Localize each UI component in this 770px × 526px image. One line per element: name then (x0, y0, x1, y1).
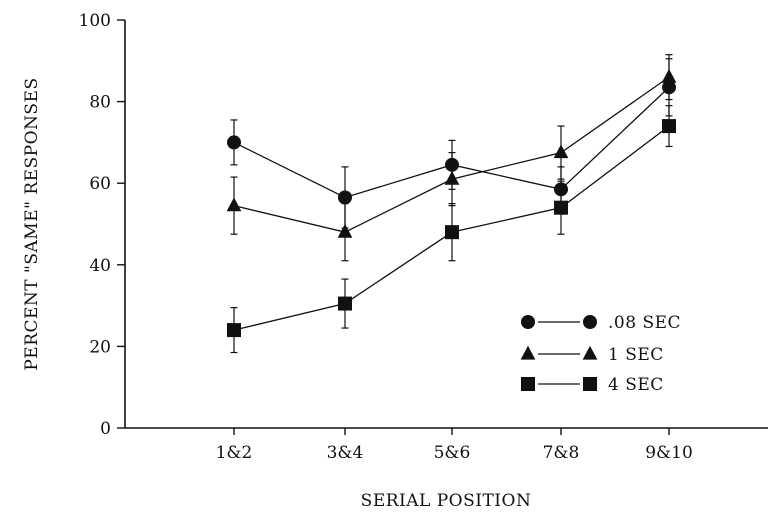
legend-marker-square (521, 377, 535, 391)
legend: .08 SEC 1 SEC 4 SEC (520, 313, 681, 395)
data-point-circle (338, 190, 352, 205)
series-layer (226, 54, 677, 354)
x-tick-label: 5&6 (434, 443, 471, 463)
x-axis-ticks: 1&2 3&4 5&6 7&8 9&10 (216, 428, 693, 463)
y-tick-label: 20 (89, 337, 111, 357)
y-tick-label: 0 (100, 419, 111, 439)
y-tick-label: 60 (89, 174, 111, 194)
data-point-square (554, 200, 568, 215)
legend-label: 1 SEC (608, 345, 664, 365)
data-point-triangle (226, 197, 242, 212)
y-tick-label: 100 (79, 11, 111, 31)
legend-entry: 1 SEC (520, 345, 664, 365)
legend-label: 4 SEC (608, 375, 664, 395)
x-axis-title: SERIAL POSITION (361, 491, 532, 511)
data-point-circle (227, 135, 241, 150)
legend-entry: 4 SEC (521, 375, 664, 395)
x-tick-label: 7&8 (543, 443, 580, 463)
data-point-square (227, 323, 241, 338)
y-axis-ticks: 0 20 40 60 80 100 (79, 11, 125, 439)
legend-marker-triangle (582, 345, 598, 360)
x-tick-label: 1&2 (216, 443, 253, 463)
series-square (227, 105, 676, 354)
legend-entry: .08 SEC (521, 313, 681, 333)
data-point-triangle (661, 68, 677, 83)
legend-marker-circle (521, 315, 535, 329)
legend-marker-triangle (520, 345, 536, 360)
legend-label: .08 SEC (608, 313, 681, 333)
x-tick-label: 3&4 (327, 443, 364, 463)
y-axis-title: PERCENT "SAME" RESPONSES (22, 77, 42, 370)
series-triangle (226, 54, 677, 262)
data-point-square (662, 119, 676, 134)
data-point-triangle (444, 170, 460, 185)
axes (124, 20, 768, 429)
x-tick-label: 9&10 (645, 443, 693, 463)
data-point-triangle (553, 144, 569, 159)
y-tick-label: 40 (89, 256, 111, 276)
legend-marker-circle (583, 315, 597, 329)
data-point-square (338, 296, 352, 311)
data-point-square (445, 225, 459, 240)
legend-marker-square (583, 377, 597, 391)
y-tick-label: 80 (89, 93, 111, 113)
data-point-triangle (337, 223, 353, 238)
